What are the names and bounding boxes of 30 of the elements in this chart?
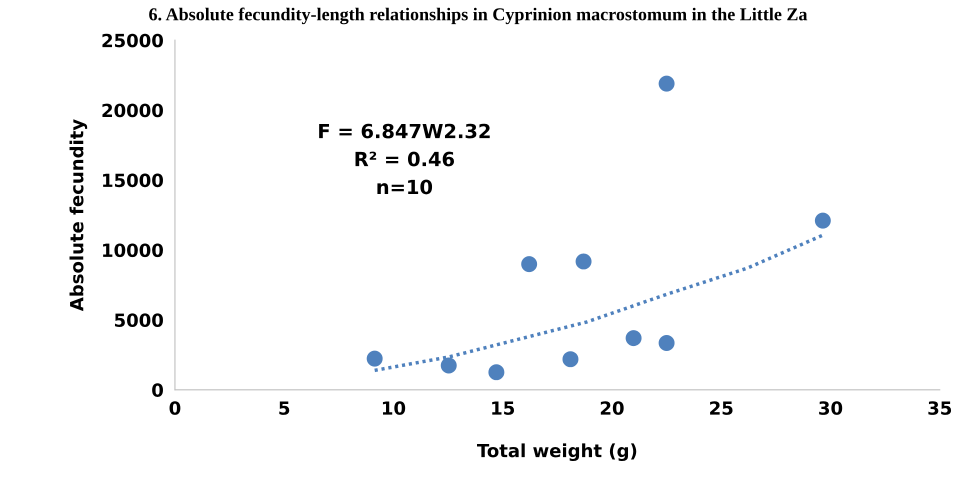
point xyxy=(440,358,457,374)
x-tick-label: 30 xyxy=(819,401,842,415)
point xyxy=(521,256,538,272)
annotation: n=10 xyxy=(377,180,432,194)
point xyxy=(626,330,642,346)
x-tick-label: 25 xyxy=(710,401,733,415)
x-axis-title: Total weight (g) xyxy=(477,443,636,462)
x-tick-label: 0 xyxy=(170,401,180,415)
x-tick-label: 35 xyxy=(928,401,952,415)
y-tick-label: 25000 xyxy=(102,34,163,48)
y-tick-label: 10000 xyxy=(103,243,163,258)
x-tick-label: 15 xyxy=(492,401,514,415)
annotation: R² = 0.46 xyxy=(356,152,454,166)
point xyxy=(366,350,383,367)
point xyxy=(658,76,675,92)
y-tick-label: 15000 xyxy=(103,174,163,188)
y-axis-title: Absolute fecundity xyxy=(70,119,88,312)
y-tick-label: 5000 xyxy=(114,313,163,328)
point xyxy=(658,335,675,351)
point xyxy=(576,253,592,270)
point xyxy=(814,212,831,229)
y-tick-label: 0 xyxy=(152,383,163,397)
annotation: F = 6.847W2.32 xyxy=(319,124,490,138)
chart-title: 6. Absolute fecundity-length relationships in Cyprinion macrostomum in the Little Za xyxy=(149,8,808,24)
point xyxy=(488,364,504,380)
x-tick-label: 10 xyxy=(382,401,406,415)
y-tick-label: 20000 xyxy=(102,104,163,118)
x-tick-label: 20 xyxy=(600,401,624,415)
point xyxy=(562,351,578,368)
x-tick-label: 5 xyxy=(279,401,290,415)
